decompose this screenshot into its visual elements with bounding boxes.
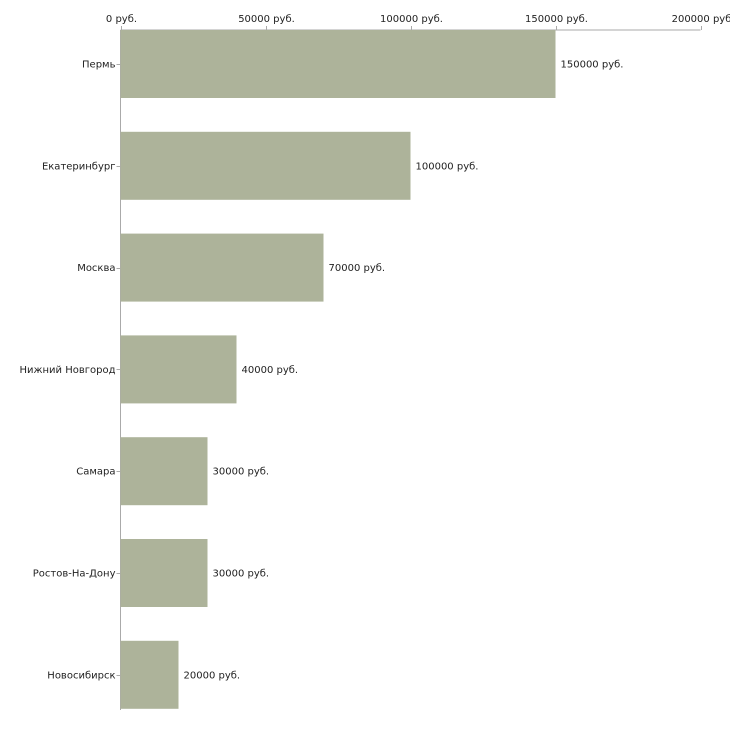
value-label: 150000 руб. [561, 60, 624, 71]
value-label: 20000 руб. [184, 670, 241, 681]
bar [120, 335, 237, 404]
value-label: 100000 руб. [416, 161, 479, 172]
bar [120, 233, 324, 302]
labels-layer: 0 руб. 50000 руб. 100000 руб. 150000 руб. 20… [19, 14, 730, 681]
value-label: 30000 руб. [213, 467, 270, 478]
category-label: Москва [77, 263, 115, 274]
x-tick-label: 200000 руб [672, 14, 730, 25]
x-tick-label: 150000 руб. [525, 14, 588, 25]
x-tick-label: 50000 руб. [238, 14, 295, 25]
bar [120, 539, 208, 607]
category-label: Нижний Новгород [19, 365, 115, 376]
category-label: Ростов-На-Дону [33, 569, 116, 580]
x-tick-label: 100000 руб. [380, 14, 443, 25]
category-label: Новосибирск [47, 670, 115, 681]
bars-layer [120, 30, 556, 709]
bar [120, 30, 556, 98]
category-label: Самара [76, 467, 115, 478]
value-label: 70000 руб. [329, 263, 386, 274]
category-label: Пермь [82, 60, 116, 71]
bar [120, 640, 179, 709]
x-tick-label: 0 руб. [106, 14, 137, 25]
category-label: Екатеринбург [42, 161, 116, 172]
value-label: 30000 руб. [213, 569, 270, 580]
value-label: 40000 руб. [242, 365, 299, 376]
bar [120, 437, 208, 506]
bar [120, 131, 411, 200]
